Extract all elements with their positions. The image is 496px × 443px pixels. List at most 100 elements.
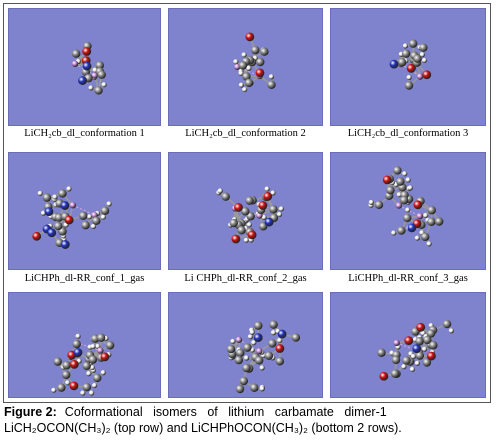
carbon-atom: [404, 81, 414, 90]
nitrogen-atom: [264, 217, 274, 227]
oxygen-atom: [379, 371, 389, 381]
carbon-atom: [390, 369, 400, 378]
molecule-drawing: [32, 186, 112, 249]
hydrogen-atom: [86, 214, 93, 220]
lithium-atom: [69, 201, 77, 209]
molecule-panel-row2-2: [168, 152, 323, 270]
carbon-atom: [226, 344, 236, 354]
nitrogen-atom: [277, 329, 287, 339]
oxygen-atom: [382, 175, 392, 185]
molecule-drawing: [368, 166, 444, 247]
carbon-atom: [421, 232, 430, 242]
carbon-atom: [54, 213, 64, 222]
molecule-panel-row2-1: [8, 152, 161, 270]
carbon-atom: [251, 45, 260, 55]
carbon-atom: [422, 358, 432, 367]
hydrogen-atom: [268, 74, 275, 80]
hydrogen-atom: [270, 190, 276, 196]
hydrogen-atom: [421, 57, 428, 63]
molecule-drawing: [226, 320, 301, 394]
oxygen-atom: [422, 70, 432, 80]
carbon-atom: [374, 200, 384, 210]
carbon-atom: [243, 343, 252, 352]
hydrogen-atom: [261, 214, 267, 220]
carbon-atom: [95, 61, 104, 70]
panel-caption-row1-3: LiCH₂cb_dl_conformation 3: [347, 128, 469, 139]
carbon-atom: [245, 196, 254, 205]
molecule-panel-row3-1: [8, 292, 161, 398]
oxygen-atom: [255, 68, 265, 78]
carbon-atom: [97, 70, 106, 79]
carbon-atom: [399, 196, 409, 205]
oxygen-atom: [100, 352, 110, 362]
carbon-atom: [269, 205, 278, 214]
carbon-atom: [442, 319, 452, 329]
carbon-atom: [250, 383, 259, 392]
carbon-atom: [81, 221, 90, 230]
carbon-atom: [254, 321, 263, 330]
molecule-drawing: [216, 186, 284, 244]
carbon-atom: [423, 335, 432, 345]
carbon-atom: [238, 61, 248, 70]
hydrogen-atom: [91, 382, 98, 389]
carbon-atom: [93, 373, 102, 383]
carbon-atom: [377, 348, 386, 357]
panel-caption-row2-2: Li CHPh_dl-RR_conf_2_gas: [184, 273, 307, 284]
hydrogen-atom: [401, 364, 407, 370]
carbon-atom: [53, 357, 62, 366]
carbon-atom: [402, 356, 411, 365]
hydrogen-atom: [259, 365, 265, 371]
carbon-atom: [268, 339, 277, 348]
oxygen-atom: [64, 215, 74, 225]
hydrogen-atom: [448, 328, 454, 334]
carbon-atom: [244, 78, 254, 88]
hydrogen-atom: [259, 386, 265, 392]
nitrogen-atom: [78, 76, 87, 85]
oxygen-atom: [247, 230, 257, 240]
molecule-drawing: [51, 333, 115, 396]
nitrogen-atom: [412, 344, 422, 354]
lithium-atom: [416, 212, 424, 220]
carbon-atom: [71, 49, 81, 58]
hydrogen-atom: [426, 241, 432, 247]
hydrogen-atom: [100, 370, 106, 376]
carbon-atom: [419, 43, 428, 52]
carbon-atom: [236, 348, 245, 358]
molecule-panel-row1-2: [168, 8, 323, 126]
hydrogen-atom: [37, 190, 43, 196]
hydrogen-atom: [276, 211, 283, 218]
molecule-panel-row3-2: [168, 292, 323, 398]
carbon-atom: [229, 218, 238, 228]
carbon-atom: [427, 206, 436, 215]
hydrogen-atom: [52, 194, 58, 200]
oxygen-atom: [258, 201, 268, 210]
oxygen-atom: [404, 336, 414, 346]
hydrogen-atom: [242, 86, 248, 93]
nitrogen-atom: [407, 223, 417, 233]
hydrogen-atom: [251, 340, 257, 346]
hydrogen-atom: [217, 188, 223, 194]
carbon-atom: [291, 333, 301, 342]
carbon-atom: [260, 47, 269, 56]
hydrogen-atom: [405, 207, 411, 213]
hydrogen-atom: [264, 186, 270, 192]
hydrogen-atom: [391, 230, 397, 236]
hydrogen-atom: [419, 52, 425, 58]
carbon-atom: [403, 213, 412, 223]
carbon-atom: [242, 363, 251, 373]
hydrogen-atom: [414, 360, 420, 366]
nitrogen-atom: [60, 240, 70, 249]
hydrogen-atom: [247, 334, 254, 340]
carbon-atom: [426, 329, 436, 338]
carbon-atom: [264, 351, 274, 360]
nitrogen-atom: [73, 348, 83, 357]
carbon-atom: [267, 80, 276, 89]
carbon-atom: [246, 212, 255, 221]
carbon-atom: [105, 341, 115, 350]
oxygen-atom: [245, 32, 255, 42]
panel-caption-row2-3: LiCHPh_dl-RR_conf_3_gas: [348, 273, 468, 284]
molecule-panel-row2-3: [330, 152, 486, 270]
lithium-atom: [395, 202, 403, 209]
molecule-panel-row1-3: [330, 8, 486, 126]
hydrogen-atom: [246, 222, 253, 228]
